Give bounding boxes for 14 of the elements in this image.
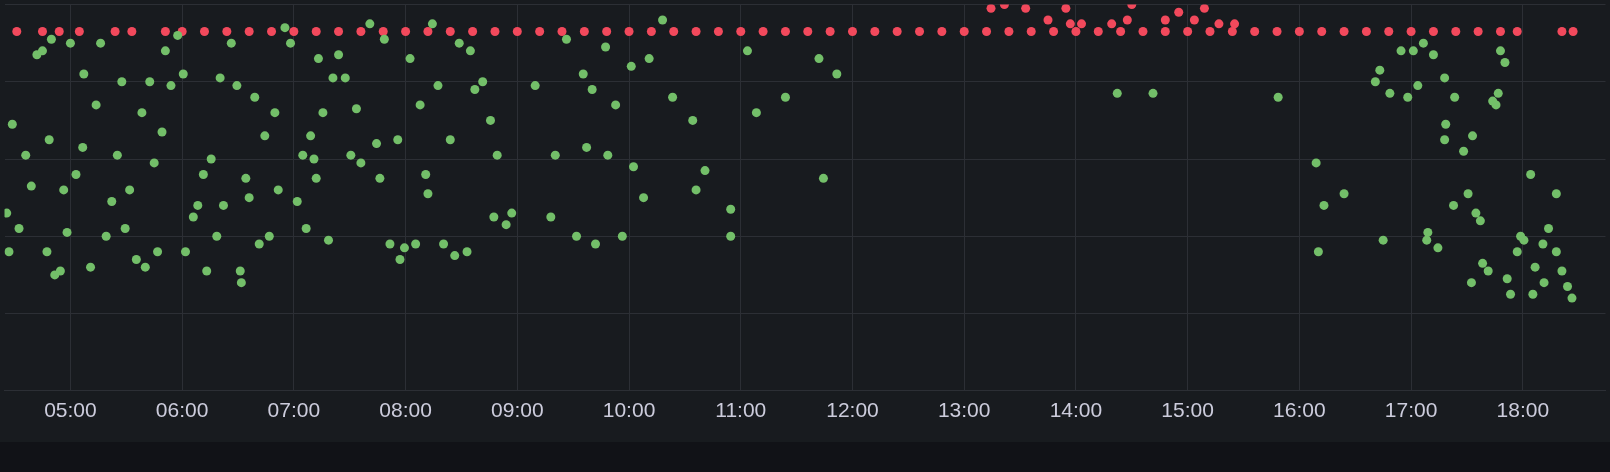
x-tick-label: 18:00 (1496, 398, 1550, 422)
x-tick-label: 07:00 (267, 398, 321, 422)
x-tick-label: 14:00 (1049, 398, 1103, 422)
x-tick-label: 13:00 (937, 398, 991, 422)
x-tick-label: 15:00 (1161, 398, 1214, 422)
x-tick-label: 16:00 (1273, 398, 1326, 422)
x-tick-label: 11:00 (715, 398, 767, 422)
x-tick-label: 08:00 (379, 398, 432, 422)
x-tick-label: 17:00 (1384, 398, 1438, 422)
x-tick-label: 12:00 (826, 398, 879, 422)
x-tick-label: 05:00 (44, 398, 97, 422)
x-tick-label: 09:00 (491, 398, 544, 422)
x-tick-label: 06:00 (155, 398, 209, 422)
x-tick-label: 10:00 (602, 398, 656, 422)
